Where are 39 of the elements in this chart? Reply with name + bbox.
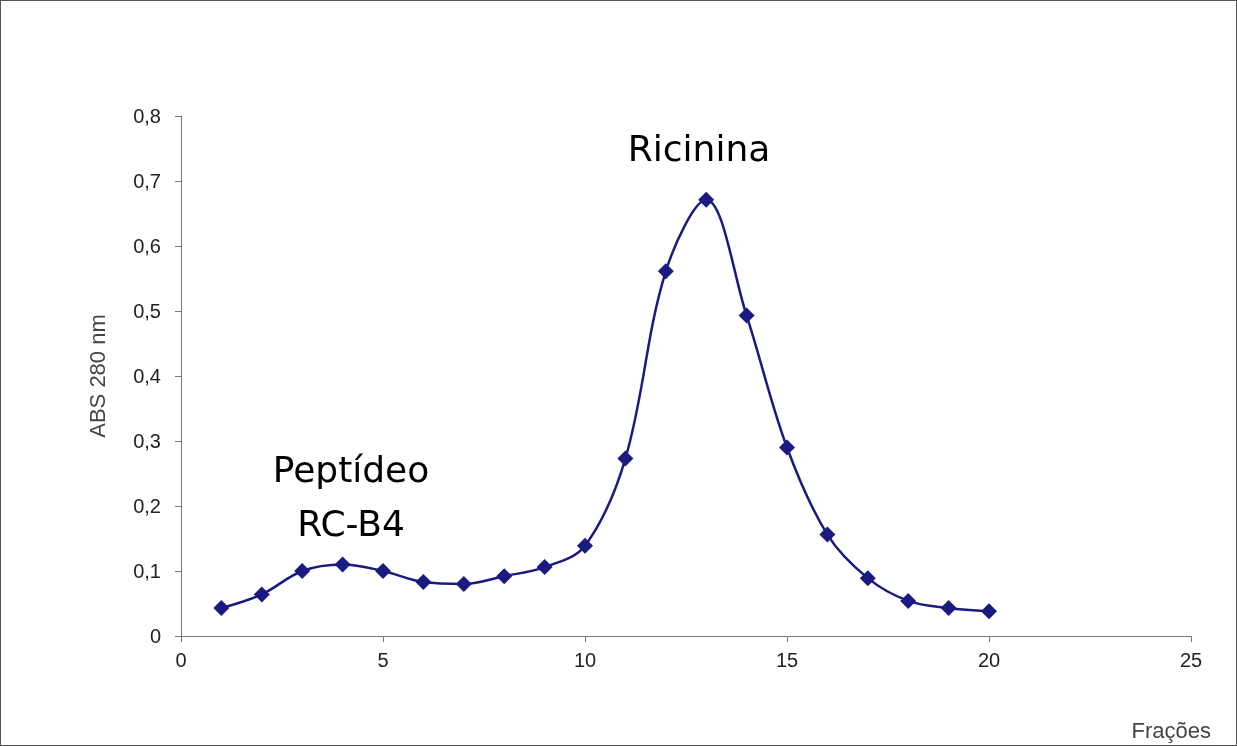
y-tick-label: 0,6 <box>133 235 161 257</box>
x-tick-label: 20 <box>977 649 1001 671</box>
point <box>213 600 230 617</box>
point <box>900 592 917 609</box>
point <box>577 537 593 554</box>
point <box>334 556 351 573</box>
point <box>819 526 836 543</box>
x-tick-label: 25 <box>1179 649 1203 671</box>
point <box>698 191 715 208</box>
point <box>294 563 311 579</box>
point <box>981 603 997 620</box>
x-tick-label: 15 <box>775 649 799 671</box>
point <box>779 439 795 456</box>
y-tick-label: 0,1 <box>133 560 161 582</box>
x-axis-title: Frações <box>1131 717 1212 743</box>
point <box>940 600 957 617</box>
point <box>657 263 674 280</box>
point <box>253 586 270 603</box>
point <box>617 450 634 467</box>
y-axis-title: ABS 280 nm <box>84 314 110 438</box>
y-tick-label: 0,2 <box>133 495 161 517</box>
y-tick-label: 0,3 <box>133 430 161 452</box>
point <box>738 307 755 324</box>
y-tick-label: 0 <box>149 625 161 647</box>
x-tick-label: 0 <box>175 649 187 671</box>
annotation: Ricinina <box>627 127 771 169</box>
point <box>859 570 876 587</box>
point <box>375 563 391 579</box>
point <box>415 574 432 591</box>
point <box>536 559 553 576</box>
y-tick-label: 0,8 <box>133 105 161 127</box>
y-tick-label: 0,7 <box>133 170 161 192</box>
y-tick-label: 0,4 <box>133 365 161 387</box>
point <box>455 576 472 592</box>
x-tick-label: 10 <box>573 649 597 671</box>
point <box>496 568 513 585</box>
annotation: Peptídeo RC-B4 <box>272 448 430 544</box>
x-tick-label: 5 <box>377 649 389 671</box>
y-tick-label: 0,5 <box>133 300 161 322</box>
